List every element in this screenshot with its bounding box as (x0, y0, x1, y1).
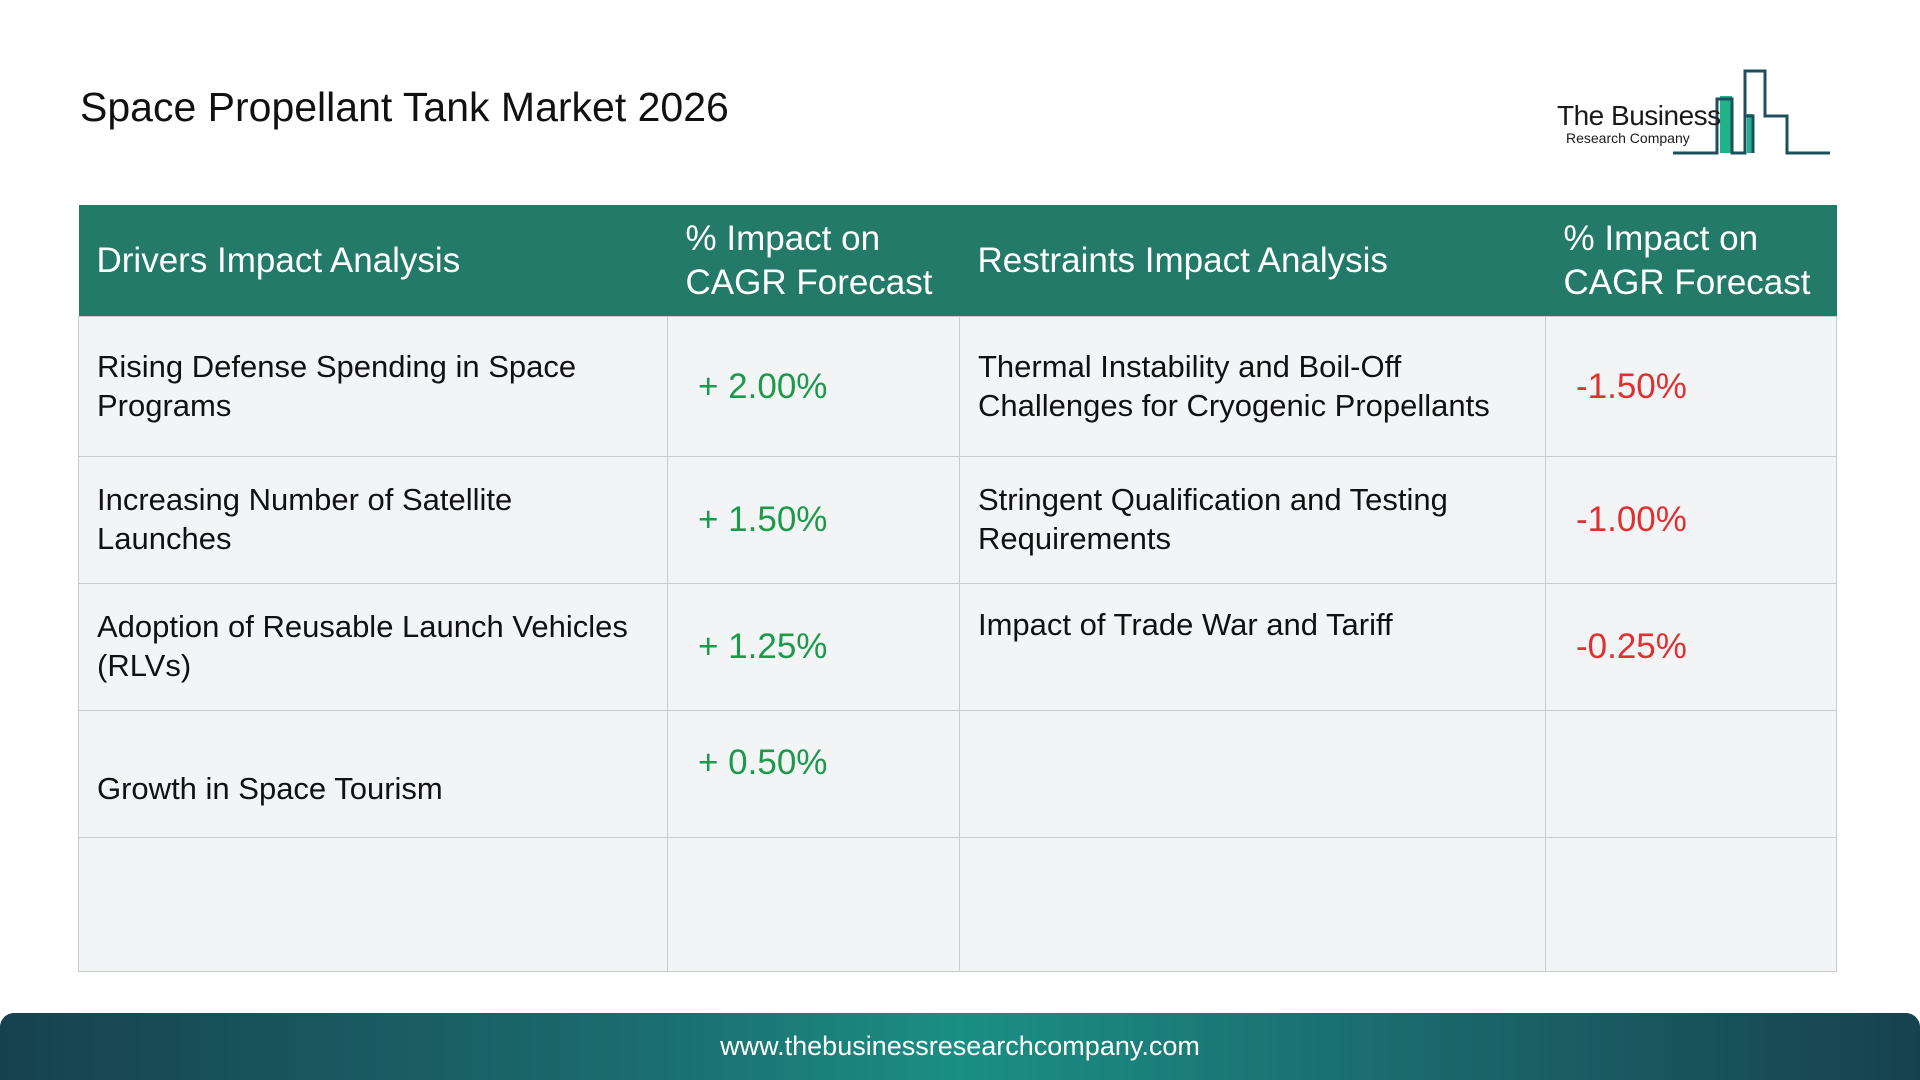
driver-impact-cell: + 1.25% (667, 583, 960, 711)
driver-cell (78, 837, 668, 972)
table-row: Rising Defense Spending in Space Program… (78, 316, 1837, 457)
page-title: Space Propellant Tank Market 2026 (80, 84, 729, 130)
restraint-cell: Stringent Qualification and Testing Requ… (959, 456, 1546, 584)
header-restraint-impact: % Impact on CAGR Forecast (1545, 205, 1837, 317)
driver-impact-cell: + 2.00% (667, 316, 960, 457)
restraint-impact-cell (1545, 837, 1837, 972)
driver-impact-cell (667, 837, 960, 972)
driver-cell: Rising Defense Spending in Space Program… (78, 316, 668, 457)
restraint-cell (959, 837, 1546, 972)
restraint-impact-cell: -0.25% (1545, 583, 1837, 711)
header-restraints: Restraints Impact Analysis (959, 205, 1546, 317)
table-header-row: Drivers Impact Analysis % Impact on CAGR… (78, 205, 1837, 317)
footer-url[interactable]: www.thebusinessresearchcompany.com (0, 1013, 1920, 1080)
table-row: Growth in Space Tourism + 0.50% (78, 710, 1837, 838)
restraint-impact-cell (1545, 710, 1837, 838)
restraint-cell (959, 710, 1546, 838)
header-driver-impact: % Impact on CAGR Forecast (667, 205, 960, 317)
company-logo: The Business Research Company (1555, 66, 1835, 156)
impact-table: Drivers Impact Analysis % Impact on CAGR… (78, 205, 1837, 972)
table-row: Increasing Number of Satellite Launches … (78, 456, 1837, 584)
buildings-logo-icon (1673, 69, 1830, 155)
header-drivers: Drivers Impact Analysis (78, 205, 668, 317)
restraint-impact-cell: -1.50% (1545, 316, 1837, 457)
driver-impact-cell: + 0.50% (667, 710, 960, 838)
restraint-cell: Impact of Trade War and Tariff (959, 583, 1546, 711)
driver-cell: Increasing Number of Satellite Launches (78, 456, 668, 584)
driver-cell: Growth in Space Tourism (78, 710, 668, 838)
restraint-cell: Thermal Instability and Boil-Off Challen… (959, 316, 1546, 457)
driver-cell: Adoption of Reusable Launch Vehicles (RL… (78, 583, 668, 711)
table-row: Adoption of Reusable Launch Vehicles (RL… (78, 583, 1837, 711)
driver-impact-cell: + 1.50% (667, 456, 960, 584)
table-row (78, 837, 1837, 972)
restraint-impact-cell: -1.00% (1545, 456, 1837, 584)
